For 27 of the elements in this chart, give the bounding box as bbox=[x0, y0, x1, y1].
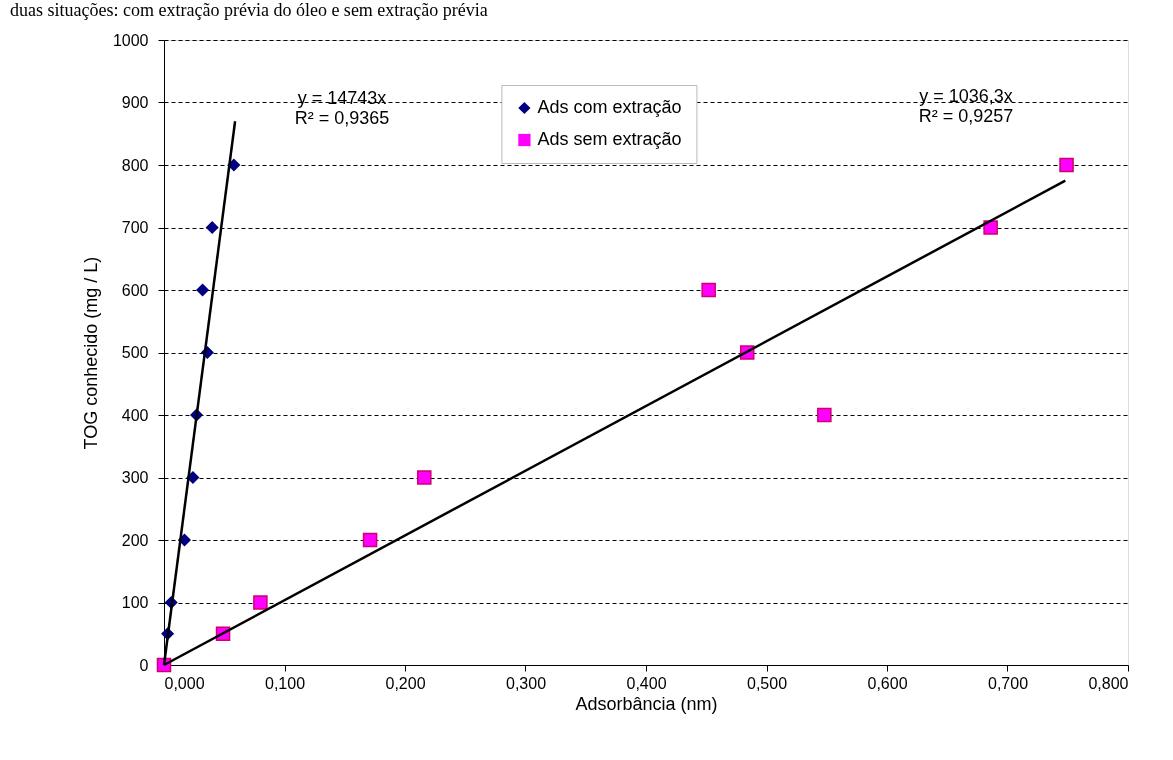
x-axis-title: Adsorbância (nm) bbox=[575, 693, 718, 714]
x-tick-label: 0,200 bbox=[385, 674, 426, 692]
y-tick-label: 700 bbox=[121, 219, 149, 236]
chart-title: duas situações: com extração prévia do óleo e sem extração prévia bbox=[10, 0, 488, 20]
y-tick-label: 0 bbox=[139, 656, 149, 674]
x-tick-label: 0,700 bbox=[987, 674, 1029, 692]
x-tick-label: 0,600 bbox=[867, 674, 908, 692]
y-tick-label: 300 bbox=[121, 469, 149, 486]
y-tick-label: 1000 bbox=[112, 31, 149, 49]
y-tick-label: 500 bbox=[121, 344, 149, 361]
legend-label: Ads com extração bbox=[537, 97, 682, 117]
y-axis-title: TOG conhecido (mg / L) bbox=[80, 256, 101, 450]
x-tick-label: 0,100 bbox=[264, 674, 306, 692]
x-tick-label: 0,000 bbox=[164, 674, 205, 692]
y-tick-label: 800 bbox=[121, 156, 149, 174]
y-tick-label: 600 bbox=[121, 281, 149, 299]
x-tick-label: 0,300 bbox=[505, 674, 547, 692]
y-tick-label: 200 bbox=[121, 531, 149, 549]
y-tick-label: 100 bbox=[121, 594, 149, 611]
legend-label: Ads sem extração bbox=[537, 129, 682, 149]
y-tick-label: 400 bbox=[121, 406, 149, 424]
x-tick-label: 0,500 bbox=[746, 674, 788, 692]
x-tick-label: 0,400 bbox=[626, 674, 667, 692]
y-tick-label: 900 bbox=[121, 94, 149, 111]
annotation: y = 1036,3x R² = 0,9257 bbox=[918, 86, 1014, 126]
annotation: y = 14743x R² = 0,9365 bbox=[294, 88, 390, 128]
x-tick-label: 0,800 bbox=[1088, 674, 1129, 692]
